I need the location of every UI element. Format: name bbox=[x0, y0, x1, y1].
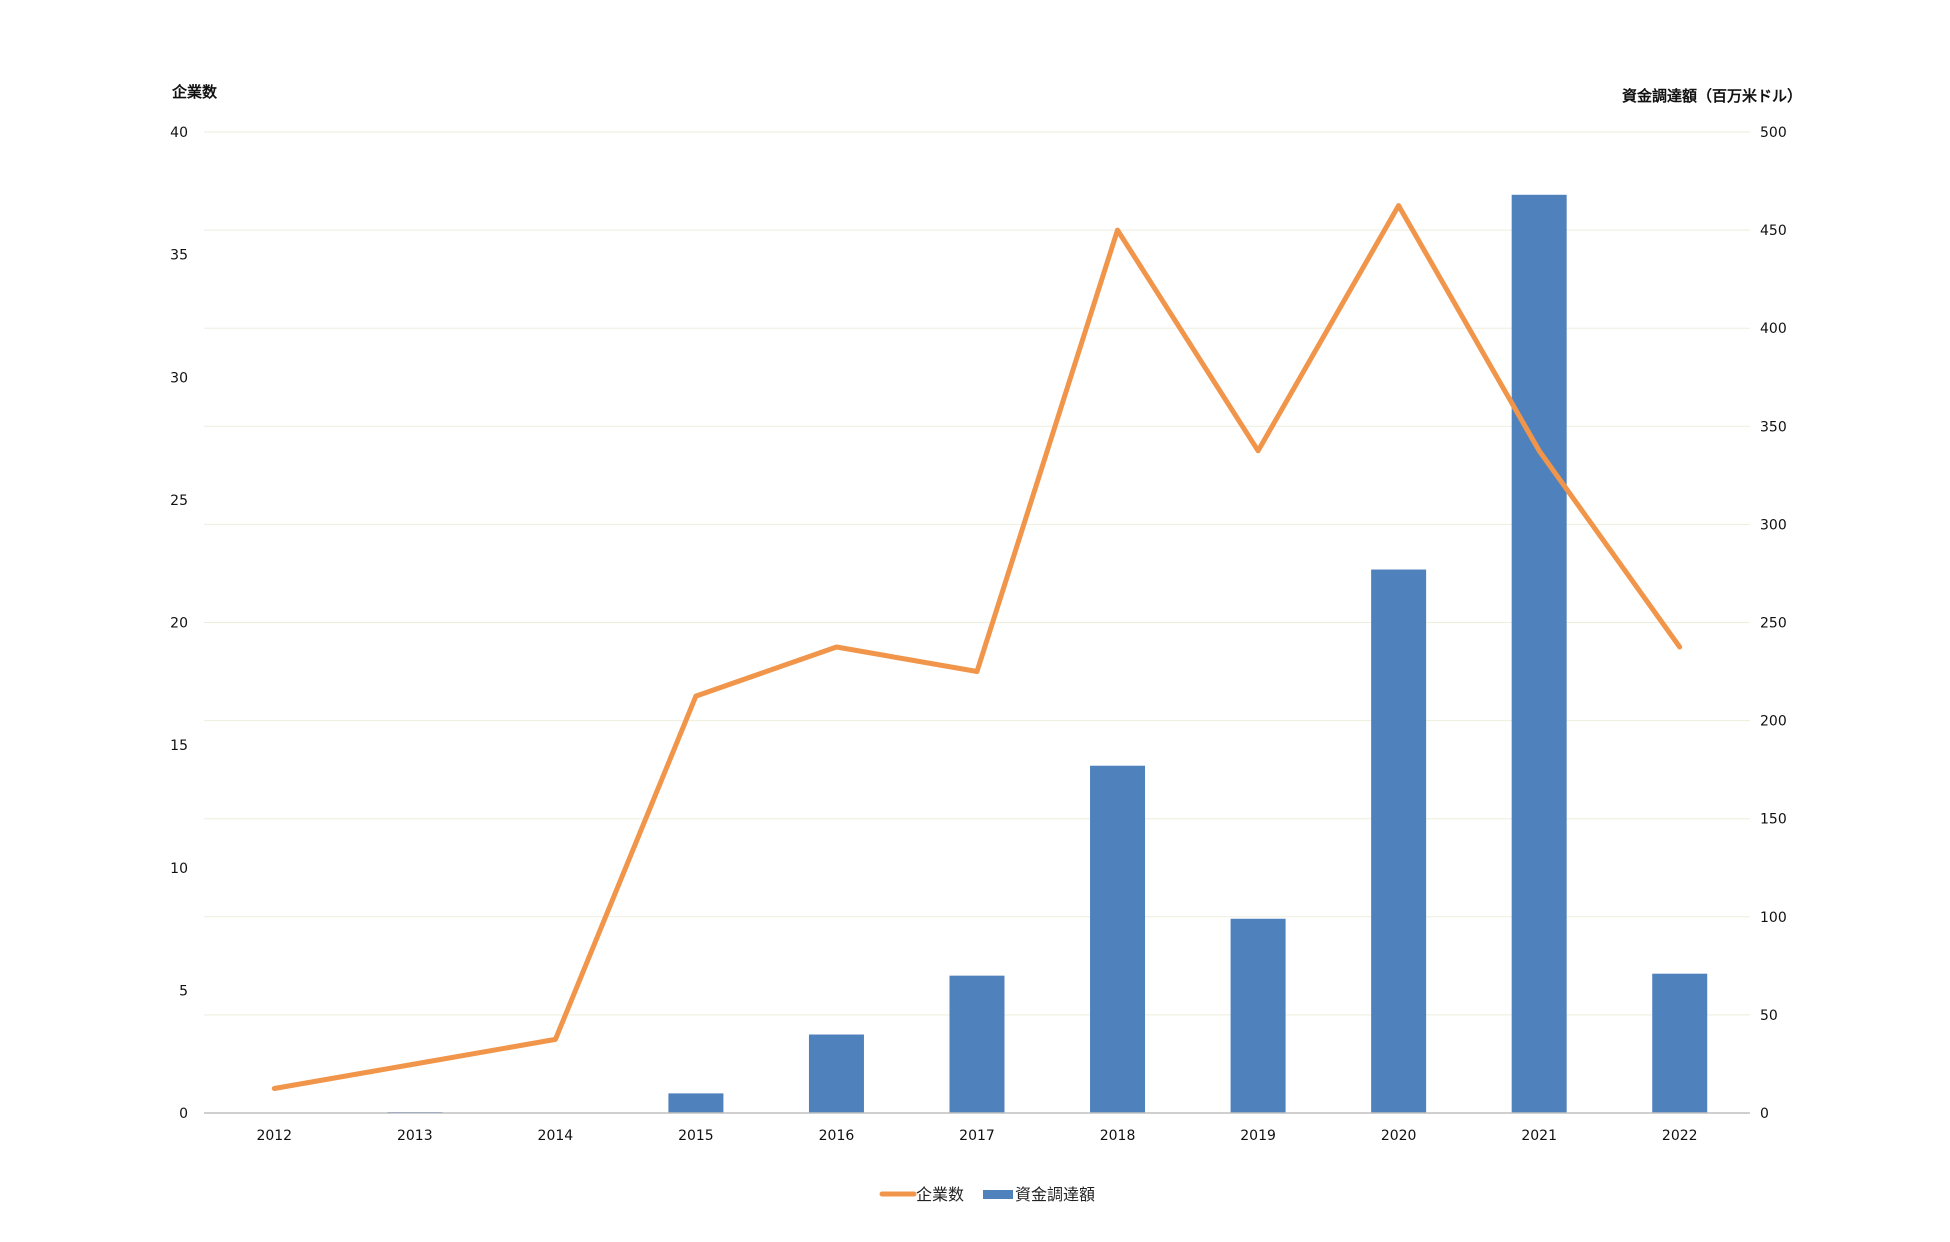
y-left-tick-label: 25 bbox=[170, 493, 188, 509]
bar-2018 bbox=[1090, 765, 1146, 1113]
legend-label-funding: 資金調達額 bbox=[1015, 1185, 1095, 1204]
y-right-ticks: 0 50 100 150 200 250 300 350 400 450 500 bbox=[1760, 125, 1787, 1122]
y-left-tick-label: 0 bbox=[179, 1106, 188, 1122]
x-tick-label: 2017 bbox=[959, 1128, 995, 1144]
x-tick-label: 2016 bbox=[819, 1128, 855, 1144]
legend-bar-swatch bbox=[983, 1190, 1013, 1199]
x-tick-label: 2020 bbox=[1381, 1128, 1417, 1144]
x-ticks: 2012 2013 2014 2015 2016 2017 2018 2019 2020 2021… bbox=[256, 1128, 1697, 1144]
bar-2017 bbox=[949, 975, 1005, 1113]
y-right-tick-label: 350 bbox=[1760, 419, 1787, 435]
y-left-tick-label: 15 bbox=[170, 738, 188, 754]
bar-2016 bbox=[808, 1034, 864, 1113]
x-tick-label: 2014 bbox=[538, 1128, 574, 1144]
bar-series-layer bbox=[387, 194, 1708, 1113]
y-right-tick-label: 0 bbox=[1760, 1106, 1769, 1122]
y-right-tick-label: 250 bbox=[1760, 616, 1787, 632]
y-left-tick-label: 40 bbox=[170, 125, 188, 141]
y-left-ticks: 0 5 10 15 20 25 30 35 40 bbox=[170, 125, 188, 1122]
y-right-tick-label: 450 bbox=[1760, 223, 1787, 239]
bar-2022 bbox=[1652, 973, 1708, 1113]
y-right-axis-title: 資金調達額（百万米ドル） bbox=[1622, 87, 1802, 105]
y-right-tick-label: 400 bbox=[1760, 321, 1787, 337]
y-left-tick-label: 30 bbox=[170, 370, 188, 386]
y-right-tick-label: 150 bbox=[1760, 812, 1787, 828]
y-right-tick-label: 50 bbox=[1760, 1008, 1778, 1024]
y-left-tick-label: 20 bbox=[170, 616, 188, 632]
x-tick-label: 2013 bbox=[397, 1128, 433, 1144]
x-tick-label: 2019 bbox=[1240, 1128, 1276, 1144]
x-tick-label: 2015 bbox=[678, 1128, 714, 1144]
y-right-tick-label: 100 bbox=[1760, 910, 1787, 926]
legend-item-bar: 資金調達額 bbox=[983, 1185, 1095, 1204]
y-right-tick-label: 500 bbox=[1760, 125, 1787, 141]
x-tick-label: 2012 bbox=[256, 1128, 292, 1144]
legend-item-line: 企業数 bbox=[879, 1185, 964, 1204]
bar-2021 bbox=[1511, 194, 1567, 1113]
y-right-tick-label: 200 bbox=[1760, 714, 1787, 730]
legend-label-companies: 企業数 bbox=[916, 1185, 964, 1204]
y-left-axis-title: 企業数 bbox=[171, 83, 218, 101]
y-left-tick-label: 35 bbox=[170, 248, 188, 264]
y-left-tick-label: 5 bbox=[179, 983, 188, 999]
x-tick-label: 2021 bbox=[1521, 1128, 1557, 1144]
x-tick-label: 2018 bbox=[1100, 1128, 1136, 1144]
y-left-tick-label: 10 bbox=[170, 861, 188, 877]
line-companies bbox=[271, 203, 1683, 1091]
bar-2020 bbox=[1371, 569, 1427, 1113]
x-tick-label: 2022 bbox=[1662, 1128, 1698, 1144]
legend: 企業数 資金調達額 bbox=[879, 1185, 1095, 1204]
gridlines bbox=[204, 131, 1750, 1016]
y-right-tick-label: 300 bbox=[1760, 517, 1787, 533]
bar-2019 bbox=[1230, 918, 1286, 1113]
line-series-layer bbox=[271, 203, 1683, 1091]
bar-2015 bbox=[668, 1093, 724, 1113]
